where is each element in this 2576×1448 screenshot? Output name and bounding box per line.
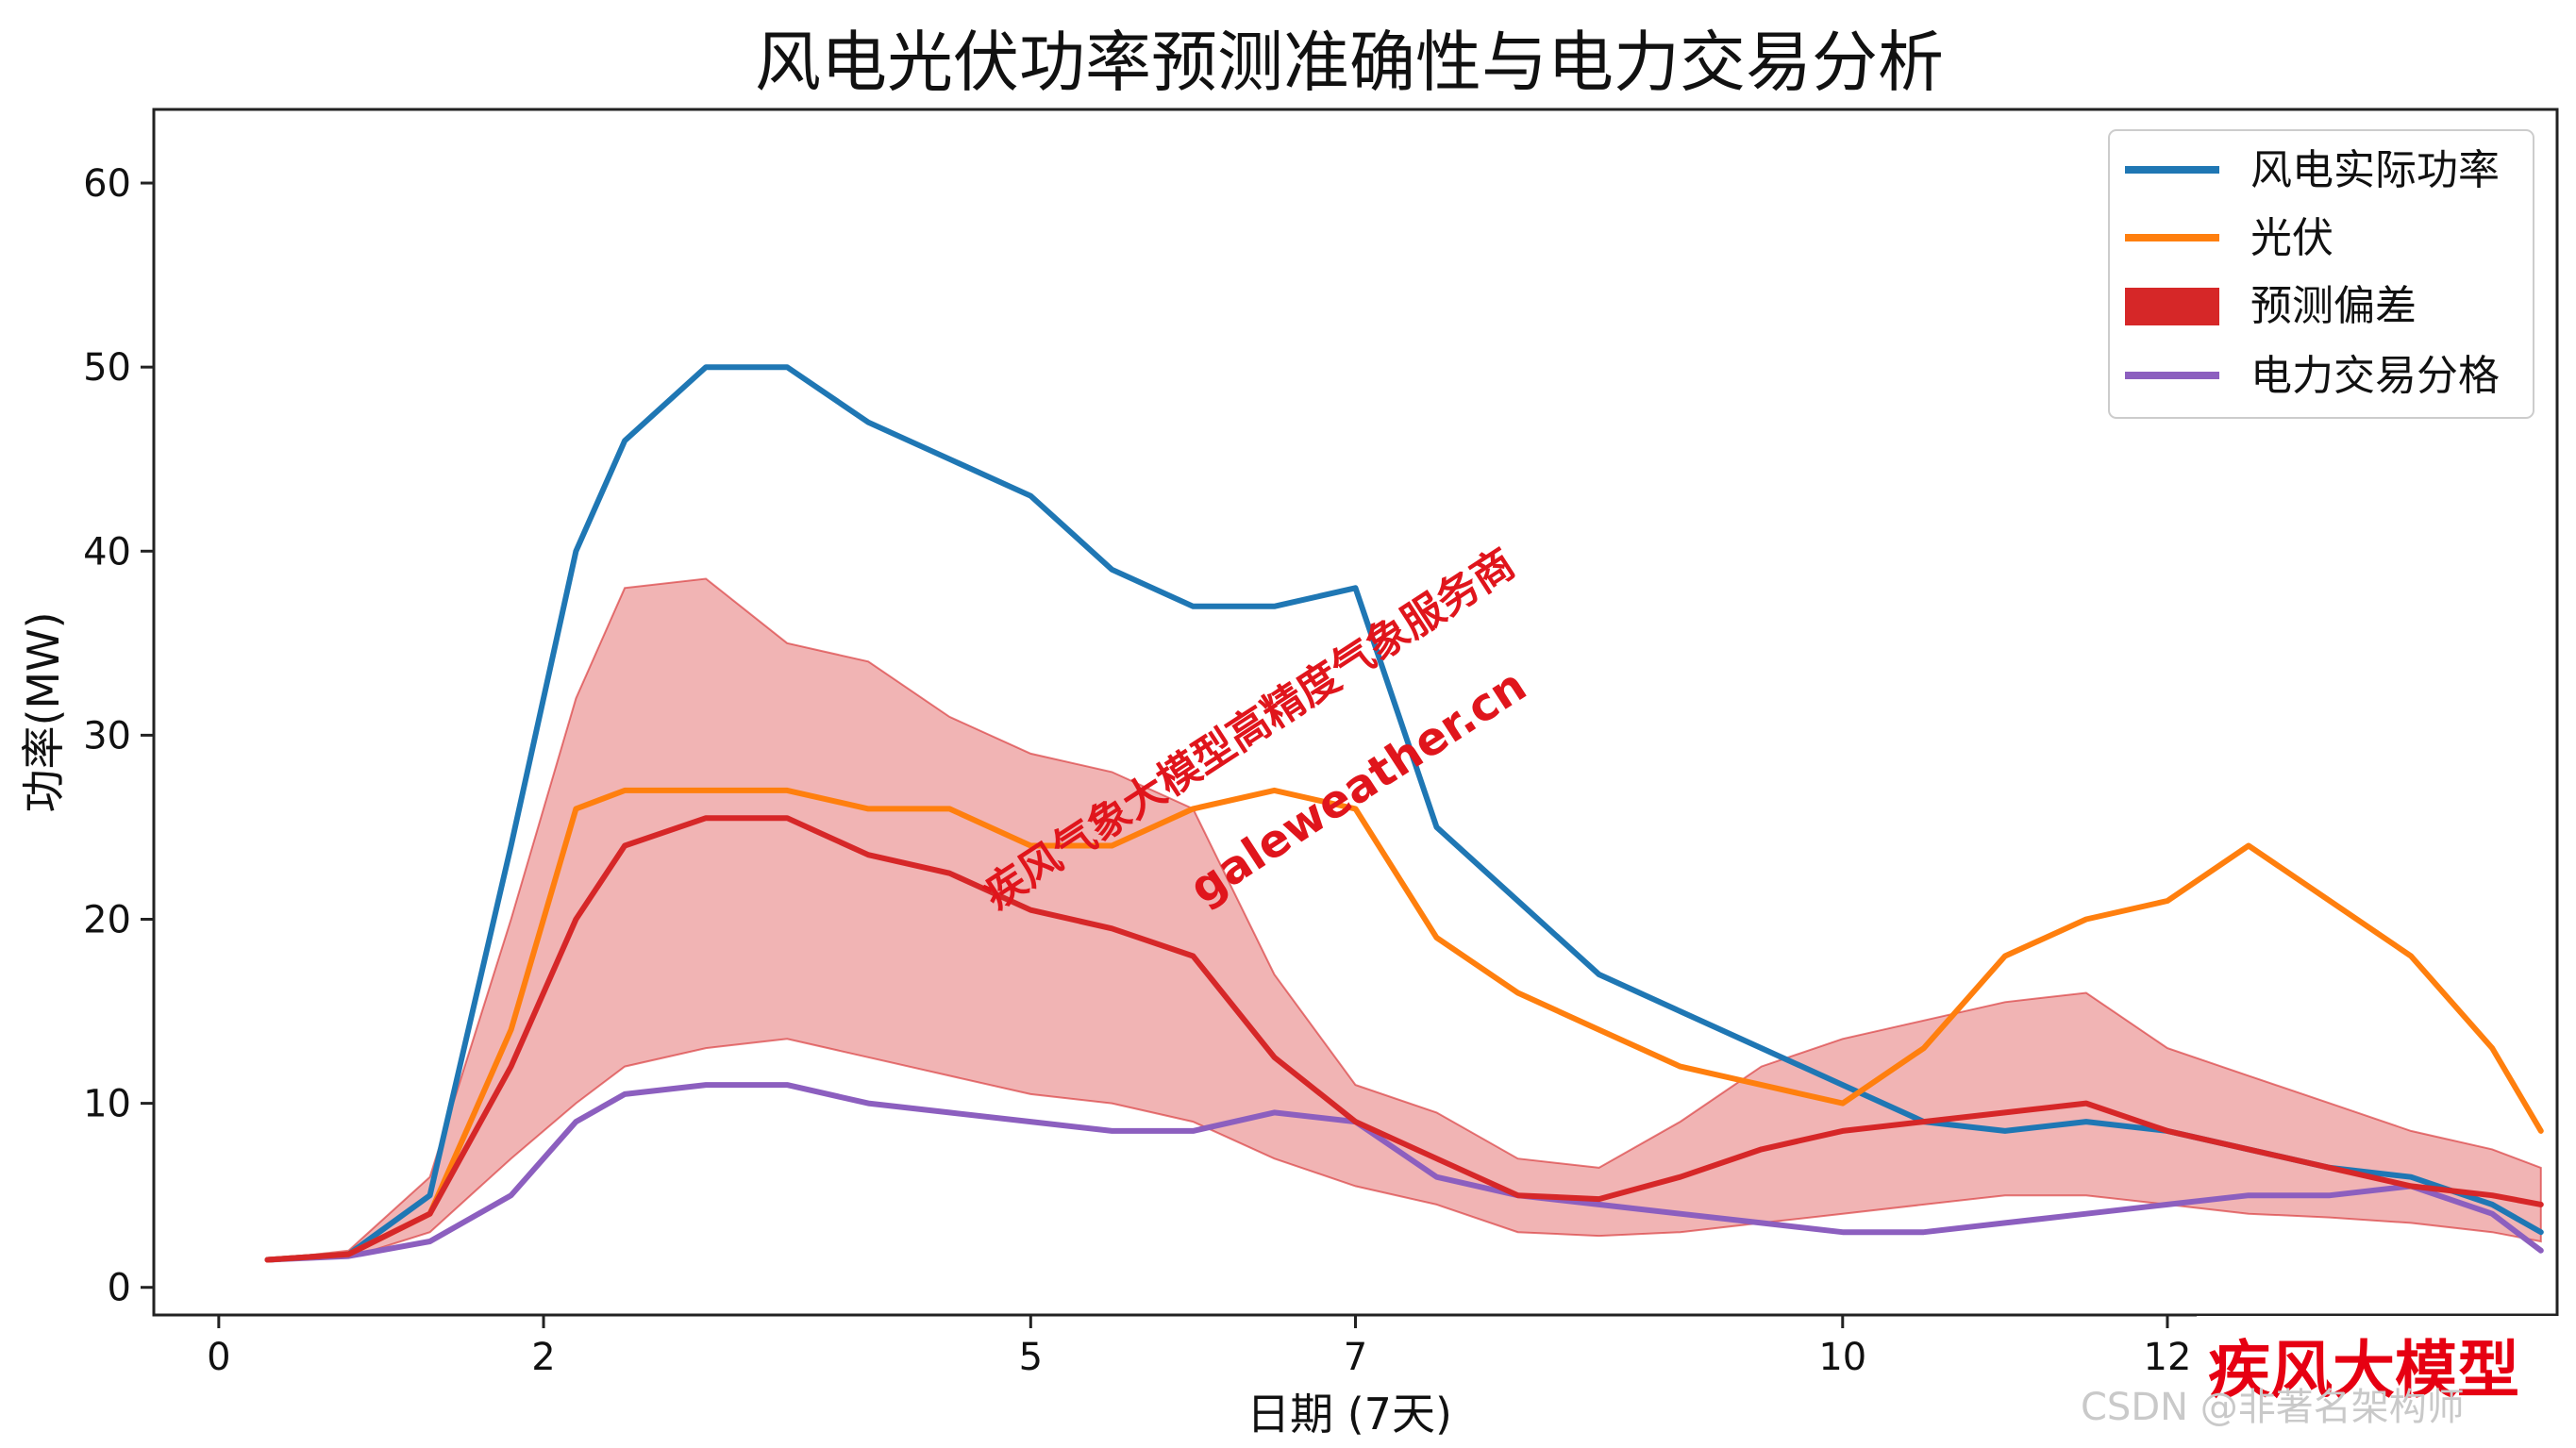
csdn-watermark: CSDN @非著名架构师: [2081, 1386, 2465, 1429]
deviation-center-line: [264, 815, 2544, 1263]
y-axis-label: 功率(MW): [18, 611, 69, 812]
legend-label-trade: 电力交易分格: [2250, 352, 2500, 400]
x-tick-label: 2: [531, 1336, 555, 1379]
chart-title: 风电光伏功率预测准确性与电力交易分析: [755, 24, 1944, 101]
x-axis-label: 日期 (7天): [1246, 1389, 1452, 1440]
x-tick-label: 7: [1344, 1336, 1367, 1379]
y-tick-label: 50: [83, 346, 131, 390]
legend-key-deviation: [2125, 288, 2219, 325]
legend-label-wind: 风电实际功率: [2250, 146, 2500, 194]
x-tick-label: 12: [2144, 1336, 2192, 1379]
x-tick-label: 5: [1019, 1336, 1043, 1379]
brand-badge: 疾风大模型: [2208, 1334, 2519, 1406]
y-tick-label: 20: [83, 899, 131, 942]
x-tick-label: 0: [207, 1336, 230, 1379]
legend: 风电实际功率 光伏 预测偏差 电力交易分格: [2108, 129, 2534, 419]
y-tick-label: 0: [108, 1267, 131, 1310]
axis-ticks: 02571012140102030405060: [83, 162, 2517, 1379]
legend-label-solar: 光伏: [2250, 214, 2333, 262]
y-tick-label: 40: [83, 530, 131, 574]
x-tick-label: 10: [1818, 1336, 1866, 1379]
brand-badge-bg: [2197, 1316, 2576, 1448]
y-tick-label: 30: [83, 714, 131, 757]
plot-area: [264, 364, 2544, 1263]
trade-line: [264, 1082, 2544, 1263]
y-tick-label: 10: [83, 1083, 131, 1126]
solar-line: [264, 787, 2544, 1263]
legend-box: [2108, 129, 2534, 419]
y-tick-label: 60: [83, 162, 131, 206]
plot-frame: [152, 108, 2559, 1317]
legend-label-deviation: 预测偏差: [2250, 282, 2417, 330]
